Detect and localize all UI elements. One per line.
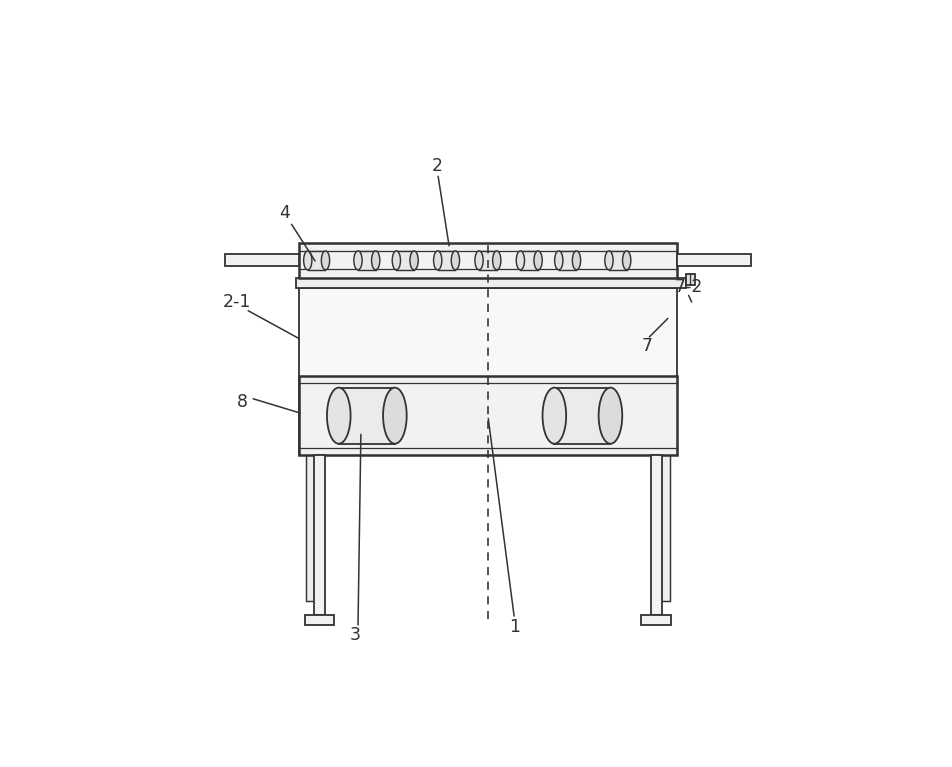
Ellipse shape <box>383 387 407 444</box>
Ellipse shape <box>555 251 563 270</box>
Bar <box>685 274 695 285</box>
Bar <box>642 614 671 625</box>
Bar <box>559 251 577 270</box>
Bar <box>479 251 497 270</box>
Ellipse shape <box>433 251 442 270</box>
Text: 7-2: 7-2 <box>675 278 703 296</box>
Bar <box>314 456 325 614</box>
Bar <box>305 614 334 625</box>
Bar <box>521 251 538 270</box>
Bar <box>677 255 751 266</box>
Bar <box>299 288 677 456</box>
Bar <box>396 251 414 270</box>
Ellipse shape <box>492 251 501 270</box>
Bar <box>307 251 326 270</box>
Ellipse shape <box>451 251 460 270</box>
Bar <box>299 242 677 278</box>
Ellipse shape <box>543 387 566 444</box>
Ellipse shape <box>410 251 418 270</box>
Ellipse shape <box>327 387 350 444</box>
Text: 2: 2 <box>432 157 444 175</box>
Bar <box>609 251 626 270</box>
Bar <box>358 251 376 270</box>
Bar <box>225 255 299 266</box>
Ellipse shape <box>354 251 362 270</box>
Ellipse shape <box>572 251 581 270</box>
Bar <box>339 387 395 444</box>
Text: 7: 7 <box>642 337 653 355</box>
Ellipse shape <box>516 251 525 270</box>
Ellipse shape <box>534 251 543 270</box>
Text: 1: 1 <box>509 617 520 636</box>
Bar <box>554 387 610 444</box>
Bar <box>307 278 315 601</box>
Ellipse shape <box>475 251 484 270</box>
Text: 3: 3 <box>349 627 361 644</box>
Ellipse shape <box>605 251 613 270</box>
Bar <box>661 278 669 601</box>
Bar <box>438 251 455 270</box>
Ellipse shape <box>599 387 623 444</box>
Bar <box>299 376 677 456</box>
Text: 8: 8 <box>237 393 248 411</box>
Ellipse shape <box>371 251 380 270</box>
Text: 4: 4 <box>279 204 289 222</box>
Text: 2-1: 2-1 <box>223 293 251 311</box>
Ellipse shape <box>392 251 401 270</box>
Bar <box>651 456 662 614</box>
Ellipse shape <box>304 251 312 270</box>
Ellipse shape <box>322 251 329 270</box>
Bar <box>296 278 685 288</box>
Ellipse shape <box>623 251 631 270</box>
